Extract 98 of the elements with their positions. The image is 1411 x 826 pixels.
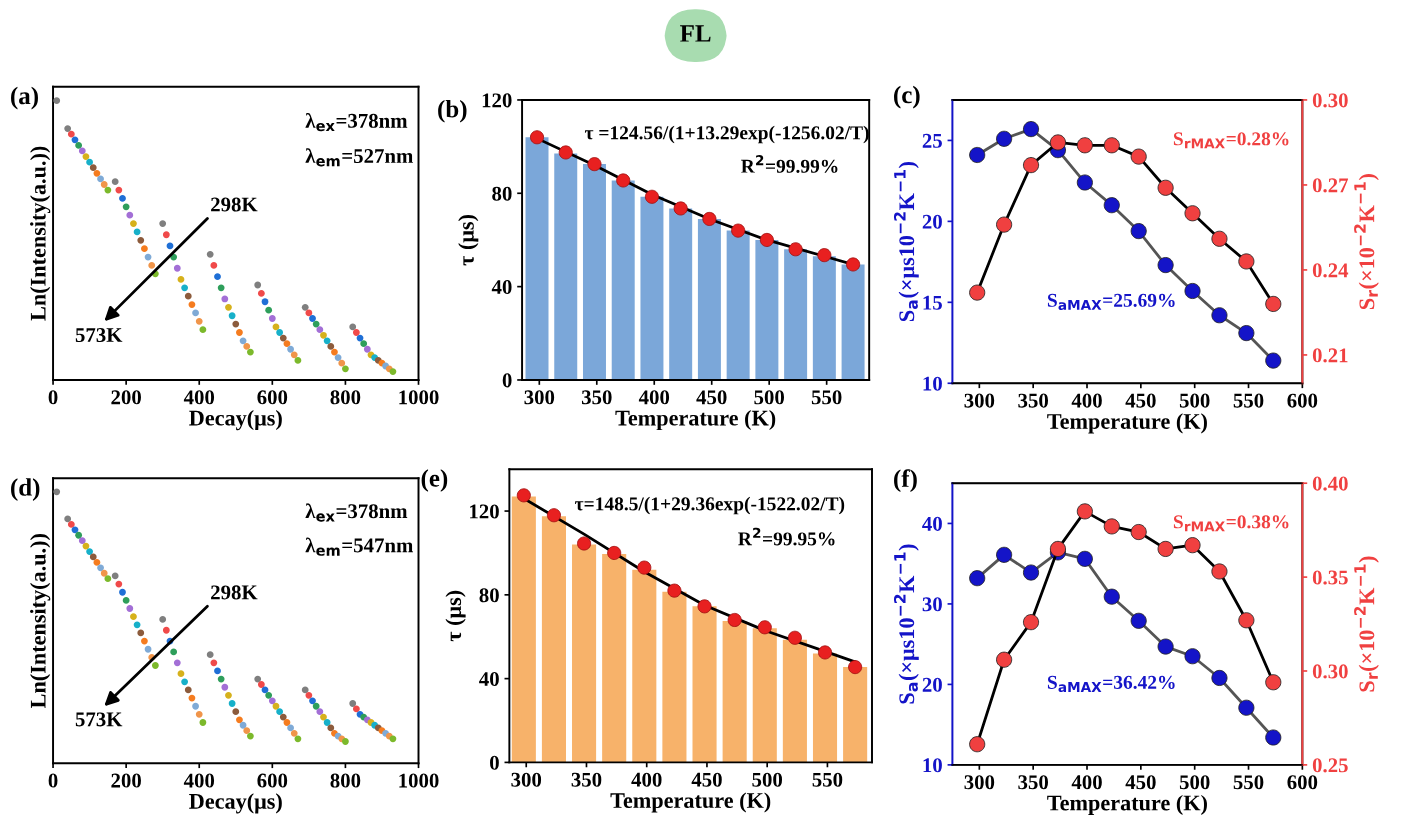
y-axis-title: S$_{a}$(×μs10$^{−2}$K$^{−1}$)	[893, 162, 919, 322]
annotation: 298K	[211, 585, 258, 600]
y-tick-label: 10	[923, 758, 942, 773]
text: (e)	[421, 469, 448, 492]
x-tick-label: 450	[696, 390, 727, 405]
annotation: R$^{2}$=99.99%	[741, 155, 838, 173]
y-tick-label: 20	[922, 677, 942, 692]
y-tick-label: 120	[470, 504, 499, 519]
x-tick-label: 350	[1018, 775, 1049, 790]
y2-tick-label: 0.30	[1312, 93, 1348, 108]
x-tick-label: 600	[257, 773, 288, 788]
y2-tick-label: 0.30	[1312, 664, 1348, 679]
annotation: S$_{aMAX}$=36.42%	[1047, 675, 1175, 693]
x-tick-label: 500	[1179, 775, 1210, 790]
x-tick-label: 450	[1125, 775, 1156, 790]
x-axis-title: Temperature (K)	[1047, 794, 1207, 816]
x-tick-label: 450	[1125, 393, 1156, 408]
annotation: 298K	[211, 197, 258, 212]
x-tick-label: 0	[48, 773, 58, 788]
x-tick-label: 500	[752, 772, 783, 787]
annotation: λ$_{em}$=547nm	[305, 537, 414, 556]
y2-tick-label: 0.25	[1312, 758, 1348, 773]
text: (d)	[11, 478, 40, 501]
annotation: 573K	[75, 712, 123, 727]
x-tick-label: 1000	[399, 773, 439, 788]
x-tick-label: 300	[964, 775, 995, 790]
x-tick-label: 1000	[399, 390, 439, 405]
x-tick-label: 500	[754, 390, 785, 405]
x-tick-label: 400	[638, 390, 670, 405]
annotation: λ$_{em}$=527nm	[305, 148, 414, 167]
x-tick-label: 600	[1287, 775, 1318, 790]
y2-axis-title: S$_{r}$(×10$^{−2}$K$^{−1}$)	[1354, 174, 1379, 310]
chart-title: FL	[680, 25, 711, 42]
y-axis-title: τ (μs)	[458, 215, 479, 266]
x-tick-label: 0	[48, 390, 58, 405]
x-tick-label: 800	[330, 773, 361, 788]
annotation: λ$_{ex}$=378nm	[305, 112, 408, 132]
y2-tick-label: 0.40	[1312, 476, 1348, 491]
x-axis-title: Decay(μs)	[189, 793, 282, 814]
y-tick-label: 10	[923, 376, 942, 391]
text: (f)	[894, 469, 917, 493]
y2-tick-label: 0.21	[1312, 348, 1348, 363]
y2-tick-label: 0.35	[1312, 570, 1348, 585]
y-tick-label: 25	[922, 133, 942, 148]
annotation: λ$_{ex}$=378nm	[305, 503, 408, 522]
x-tick-label: 550	[1233, 775, 1264, 790]
y-tick-label: 40	[491, 280, 512, 295]
y-tick-label: 120	[482, 93, 512, 108]
y-tick-label: 15	[923, 295, 942, 310]
x-tick-label: 550	[1233, 393, 1264, 408]
annotation: S$_{rMAX}$=0.38%	[1173, 515, 1289, 532]
x-tick-label: 450	[691, 772, 722, 787]
x-tick-label: 600	[257, 390, 288, 405]
y2-tick-label: 0.27	[1312, 178, 1349, 193]
y-tick-label: 0	[490, 755, 499, 770]
y-tick-label: 40	[922, 516, 942, 531]
y-tick-label: 80	[479, 588, 499, 603]
y-tick-label: 20	[922, 214, 942, 229]
x-tick-label: 600	[1287, 393, 1318, 408]
x-tick-label: 200	[111, 773, 141, 788]
x-tick-label: 550	[812, 772, 843, 787]
x-tick-label: 350	[1018, 393, 1049, 408]
x-tick-label: 300	[964, 393, 995, 408]
x-tick-label: 350	[571, 772, 602, 787]
y-tick-label: 0	[502, 373, 512, 388]
y-axis-title: S$_{a}$(×μs10$^{−2}$K$^{−1}$)	[893, 544, 919, 704]
x-tick-label: 550	[811, 390, 842, 405]
x-tick-label: 300	[524, 390, 555, 405]
x-tick-label: 800	[330, 390, 361, 405]
y2-axis-title: S$_{r}$(×10$^{−2}$K$^{−1}$)	[1354, 556, 1379, 692]
x-tick-label: 200	[111, 390, 141, 405]
y-axis-title: τ (μs)	[445, 590, 466, 642]
x-tick-label: 300	[511, 772, 542, 787]
x-tick-label: 350	[581, 390, 612, 405]
x-axis-title: Decay(μs)	[189, 409, 282, 431]
y-tick-label: 80	[492, 186, 512, 201]
annotation: τ=148.5/(1+29.36exp(-1522.02/T)	[575, 496, 845, 515]
x-tick-label: 500	[1179, 393, 1210, 408]
x-tick-label: 400	[631, 772, 662, 787]
annotation: R$^{2}$=99.95%	[738, 527, 835, 546]
y-tick-label: 30	[922, 597, 942, 612]
y-axis-title: Ln(Intensity(a.u.))	[30, 146, 51, 321]
text: (c)	[894, 85, 920, 109]
x-axis-title: Temperature (K)	[610, 792, 771, 813]
x-tick-label: 400	[1071, 393, 1102, 408]
x-tick-label: 400	[183, 390, 215, 405]
x-axis-title: Temperature (K)	[615, 409, 776, 431]
annotation: S$_{rMAX}$=0.28%	[1173, 132, 1289, 149]
text: (b)	[438, 99, 467, 123]
text: (a)	[11, 86, 38, 110]
x-tick-label: 400	[183, 773, 215, 788]
x-axis-title: Temperature (K)	[1047, 413, 1207, 434]
y-tick-label: 40	[479, 671, 499, 687]
x-tick-label: 400	[1071, 775, 1102, 790]
annotation: 573K	[75, 328, 123, 343]
y-axis-title: Ln(Intensity(a.u.))	[30, 534, 51, 709]
annotation: S$_{aMAX}$=25.69%	[1047, 293, 1175, 311]
y2-tick-label: 0.24	[1312, 263, 1349, 278]
